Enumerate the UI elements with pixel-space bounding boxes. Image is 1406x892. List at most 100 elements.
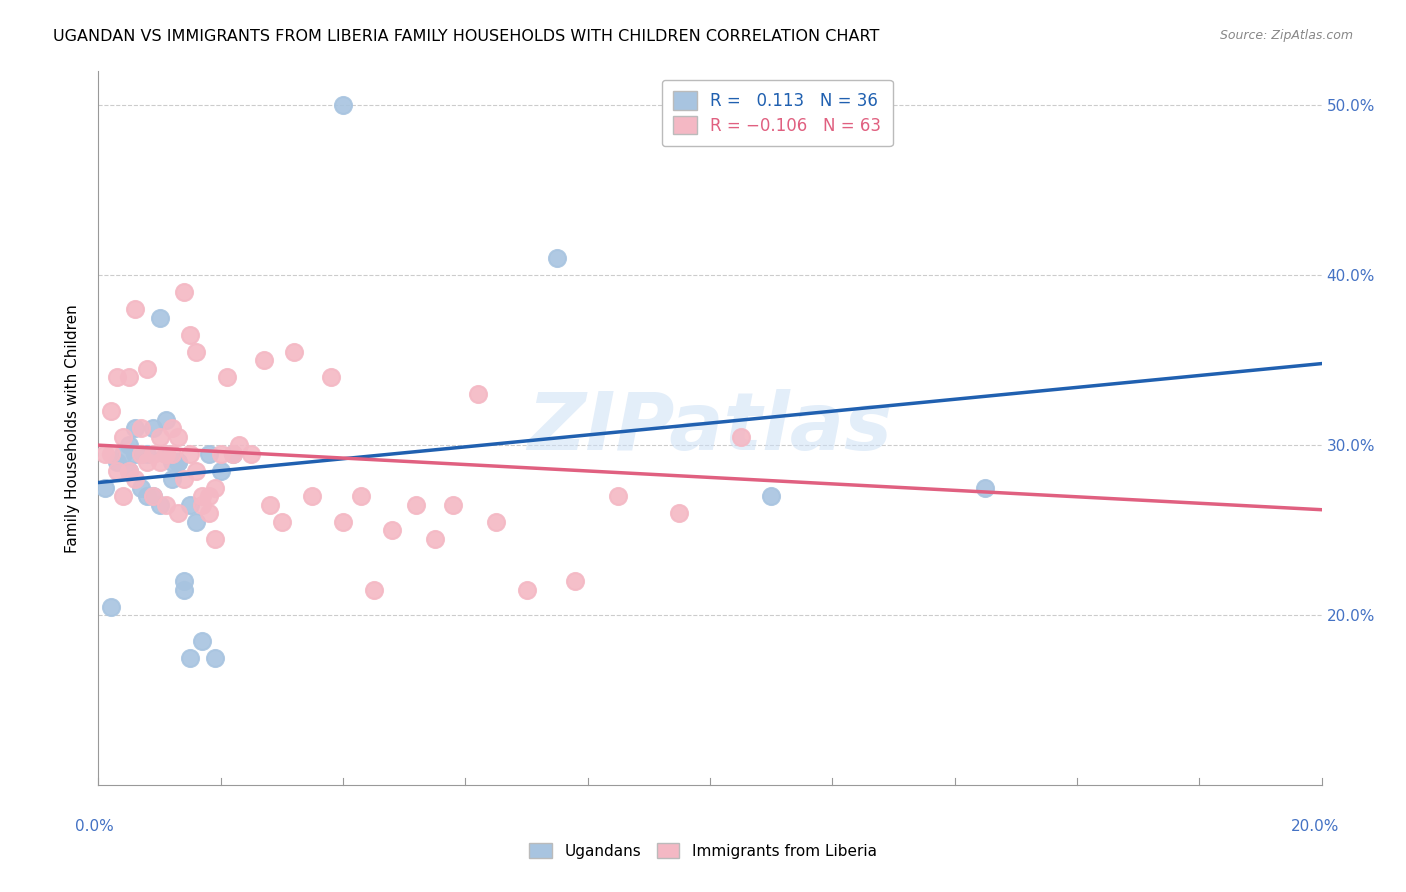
Point xyxy=(564,574,586,588)
Point xyxy=(252,353,274,368)
Point xyxy=(105,455,128,469)
Point xyxy=(186,464,208,478)
Point xyxy=(124,472,146,486)
Point xyxy=(173,285,195,300)
Point xyxy=(405,498,427,512)
Point xyxy=(105,370,128,384)
Point xyxy=(179,650,201,665)
Point xyxy=(149,310,172,325)
Point xyxy=(173,472,195,486)
Point xyxy=(136,455,159,469)
Point xyxy=(142,489,165,503)
Point xyxy=(209,447,232,461)
Point xyxy=(160,421,183,435)
Point xyxy=(441,498,464,512)
Point xyxy=(204,650,226,665)
Point xyxy=(186,344,208,359)
Point xyxy=(301,489,323,503)
Point xyxy=(197,447,219,461)
Point xyxy=(142,421,165,435)
Point xyxy=(118,370,141,384)
Point xyxy=(759,489,782,503)
Point xyxy=(467,387,489,401)
Point xyxy=(179,447,201,461)
Point xyxy=(222,447,245,461)
Point xyxy=(173,582,195,597)
Text: 0.0%: 0.0% xyxy=(75,820,114,834)
Point xyxy=(129,447,152,461)
Point xyxy=(228,438,250,452)
Point xyxy=(332,515,354,529)
Point xyxy=(197,506,219,520)
Point xyxy=(136,361,159,376)
Point xyxy=(118,464,141,478)
Point xyxy=(129,447,152,461)
Point xyxy=(350,489,373,503)
Point xyxy=(155,412,177,426)
Point xyxy=(167,506,190,520)
Y-axis label: Family Households with Children: Family Households with Children xyxy=(65,304,80,552)
Point xyxy=(240,447,263,461)
Point xyxy=(149,498,172,512)
Point xyxy=(100,447,122,461)
Point xyxy=(136,489,159,503)
Point xyxy=(155,447,177,461)
Point xyxy=(283,344,305,359)
Point xyxy=(209,464,232,478)
Point xyxy=(270,515,292,529)
Point xyxy=(516,582,538,597)
Point xyxy=(173,574,195,588)
Point xyxy=(160,447,183,461)
Point xyxy=(332,98,354,112)
Text: ZIPatlas: ZIPatlas xyxy=(527,389,893,467)
Point xyxy=(204,532,226,546)
Point xyxy=(118,464,141,478)
Point xyxy=(160,455,183,469)
Point xyxy=(111,447,134,461)
Point xyxy=(363,582,385,597)
Point xyxy=(124,447,146,461)
Point xyxy=(167,455,190,469)
Point xyxy=(204,481,226,495)
Point xyxy=(668,506,690,520)
Point xyxy=(222,447,245,461)
Point xyxy=(155,498,177,512)
Text: Source: ZipAtlas.com: Source: ZipAtlas.com xyxy=(1219,29,1353,42)
Point xyxy=(136,447,159,461)
Point xyxy=(124,421,146,435)
Point xyxy=(167,430,190,444)
Point xyxy=(191,498,214,512)
Point xyxy=(974,481,997,495)
Point xyxy=(259,498,281,512)
Point xyxy=(197,489,219,503)
Point xyxy=(179,498,201,512)
Legend: R =   0.113   N = 36, R = −0.106   N = 63: R = 0.113 N = 36, R = −0.106 N = 63 xyxy=(662,79,893,146)
Point xyxy=(191,489,214,503)
Point xyxy=(319,370,342,384)
Point xyxy=(93,481,115,495)
Point xyxy=(546,252,568,266)
Point xyxy=(215,370,238,384)
Point xyxy=(111,430,134,444)
Point xyxy=(167,455,190,469)
Point xyxy=(191,633,214,648)
Point xyxy=(105,464,128,478)
Point xyxy=(149,455,172,469)
Point xyxy=(730,430,752,444)
Point xyxy=(423,532,446,546)
Point xyxy=(155,447,177,461)
Point xyxy=(485,515,508,529)
Legend: Ugandans, Immigrants from Liberia: Ugandans, Immigrants from Liberia xyxy=(523,837,883,864)
Point xyxy=(118,438,141,452)
Point xyxy=(142,447,165,461)
Point xyxy=(93,447,115,461)
Text: UGANDAN VS IMMIGRANTS FROM LIBERIA FAMILY HOUSEHOLDS WITH CHILDREN CORRELATION C: UGANDAN VS IMMIGRANTS FROM LIBERIA FAMIL… xyxy=(53,29,880,44)
Point xyxy=(607,489,630,503)
Point xyxy=(129,481,152,495)
Point xyxy=(111,489,134,503)
Point xyxy=(821,829,844,843)
Point xyxy=(179,327,201,342)
Point xyxy=(100,404,122,418)
Point xyxy=(160,472,183,486)
Point xyxy=(381,523,404,537)
